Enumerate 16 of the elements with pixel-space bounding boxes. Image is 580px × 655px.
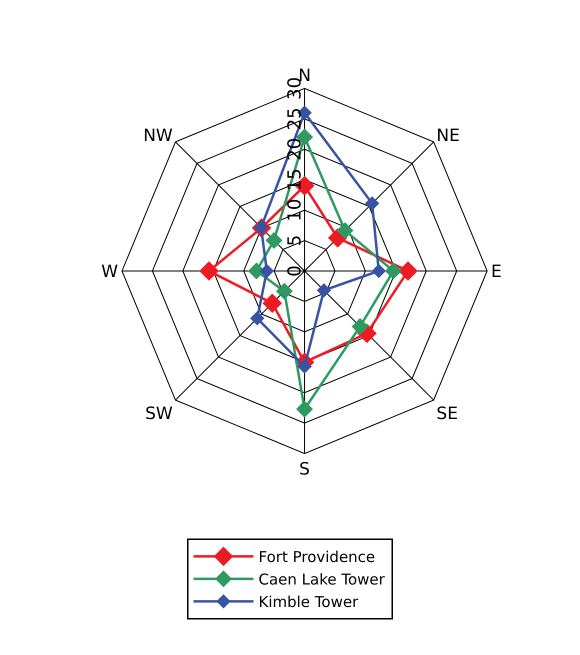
spoke-label: NW (143, 126, 173, 146)
spoke-label: S (299, 459, 310, 480)
y-tick-label: 15 (284, 168, 306, 192)
legend-label: Caen Lake Tower (258, 570, 386, 589)
y-tick-label: 10 (284, 198, 306, 222)
y-tick-label: 5 (284, 234, 306, 246)
spoke-label: NE (436, 126, 460, 146)
spoke-label: SW (145, 404, 173, 424)
legend-label: Kimble Tower (258, 593, 360, 612)
spoke-label: W (101, 262, 118, 282)
spoke-label: SE (436, 404, 458, 424)
y-tick-label: 0 (284, 265, 306, 277)
legend-label: Fort Providence (258, 548, 376, 566)
y-tick-label: 20 (284, 138, 306, 161)
spoke-label: E (491, 262, 502, 282)
y-tick-label: 25 (284, 107, 306, 130)
